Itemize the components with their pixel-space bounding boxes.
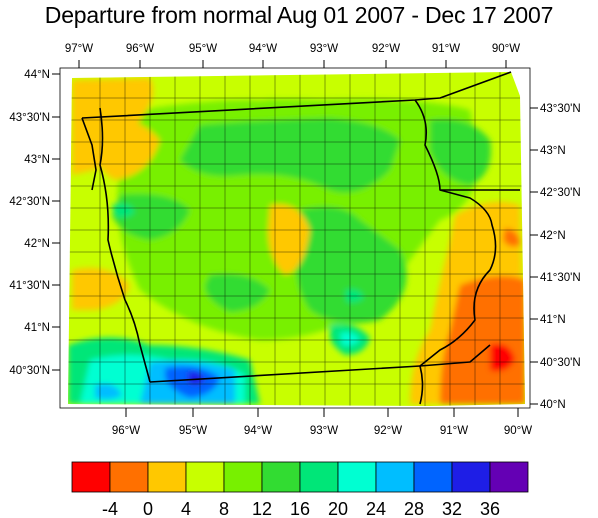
- colorbar-swatch: [223, 461, 263, 493]
- lat-label-right: 40°30'N: [540, 357, 581, 369]
- colorbar-label: 12: [252, 499, 272, 518]
- colorbar-label: 32: [442, 499, 462, 518]
- colorbar-swatch: [299, 461, 339, 493]
- colorbar-swatch: [451, 461, 491, 493]
- lon-label-bottom: 96°W: [112, 425, 140, 437]
- lon-label-top: 90°W: [492, 43, 520, 55]
- colorbar-swatch: [413, 461, 453, 493]
- lat-label-right: 41°30'N: [540, 272, 581, 284]
- lat-label-right: 43°N: [540, 145, 566, 157]
- lon-label-bottom: 95°W: [179, 425, 207, 437]
- lon-label-top: 95°W: [189, 43, 217, 55]
- lon-label-bottom: 92°W: [374, 425, 402, 437]
- lon-label-bottom: 90°W: [504, 425, 532, 437]
- colorbar-label: 24: [366, 499, 386, 518]
- colorbar-swatch: [489, 461, 529, 493]
- lat-label-right: 42°30'N: [540, 187, 581, 199]
- colorbar-label: 4: [181, 499, 191, 518]
- lon-label-top: 97°W: [65, 43, 93, 55]
- map-frame: [59, 67, 531, 409]
- colorbar-swatch: [185, 461, 225, 493]
- lat-label-left: 42°30'N: [9, 196, 50, 208]
- left-latitude-labels: 44°N 43°30'N 43°N 42°30'N 42°N 41°30'N 4…: [9, 69, 60, 377]
- state-borders: [81, 71, 520, 405]
- lon-label-top: 92°W: [372, 43, 400, 55]
- colorbar-label: 20: [328, 499, 348, 518]
- bottom-longitude-labels: 96°W 95°W 94°W 93°W 92°W 91°W 90°W: [112, 408, 532, 437]
- lon-label-top: 96°W: [126, 43, 154, 55]
- lat-label-left: 42°N: [24, 238, 50, 250]
- colorbar-swatch: [109, 461, 149, 493]
- colorbar: -4 0 4 8 12 16 20 24 28 32 36: [71, 461, 529, 518]
- contour-field: [68, 72, 525, 406]
- lat-label-left: 41°N: [24, 322, 50, 334]
- top-longitude-labels: 97°W 96°W 95°W 94°W 93°W 92°W 91°W 90°W: [65, 43, 520, 68]
- lat-label-left: 40°30'N: [9, 365, 50, 377]
- lon-label-top: 93°W: [310, 43, 338, 55]
- colorbar-label: 36: [480, 499, 500, 518]
- lat-label-left: 41°30'N: [9, 280, 50, 292]
- lat-label-right: 42°N: [540, 230, 566, 242]
- lon-label-bottom: 93°W: [310, 425, 338, 437]
- map-title: Departure from normal Aug 01 2007 - Dec …: [44, 2, 554, 28]
- lon-label-bottom: 91°W: [440, 425, 468, 437]
- county-grid: [68, 72, 525, 406]
- colorbar-swatch: [71, 461, 111, 493]
- lon-label-bottom: 94°W: [244, 425, 272, 437]
- colorbar-label: 16: [290, 499, 310, 518]
- right-latitude-labels: 43°30'N 43°N 42°30'N 42°N 41°30'N 41°N 4…: [530, 103, 581, 411]
- lat-label-right: 41°N: [540, 314, 566, 326]
- lon-label-top: 94°W: [249, 43, 277, 55]
- lat-label-left: 44°N: [24, 69, 50, 81]
- colorbar-swatch: [337, 461, 377, 493]
- colorbar-label: 28: [404, 499, 424, 518]
- lat-label-right: 43°30'N: [540, 103, 581, 115]
- lon-label-top: 91°W: [432, 43, 460, 55]
- colorbar-swatch: [375, 461, 415, 493]
- colorbar-swatch: [147, 461, 187, 493]
- colorbar-swatch: [261, 461, 301, 493]
- lat-label-left: 43°30'N: [9, 112, 50, 124]
- lat-label-left: 43°N: [24, 154, 50, 166]
- colorbar-label: 8: [219, 499, 229, 518]
- colorbar-label: 0: [143, 499, 153, 518]
- colorbar-label: -4: [102, 499, 118, 518]
- lat-label-right: 40°N: [540, 399, 566, 411]
